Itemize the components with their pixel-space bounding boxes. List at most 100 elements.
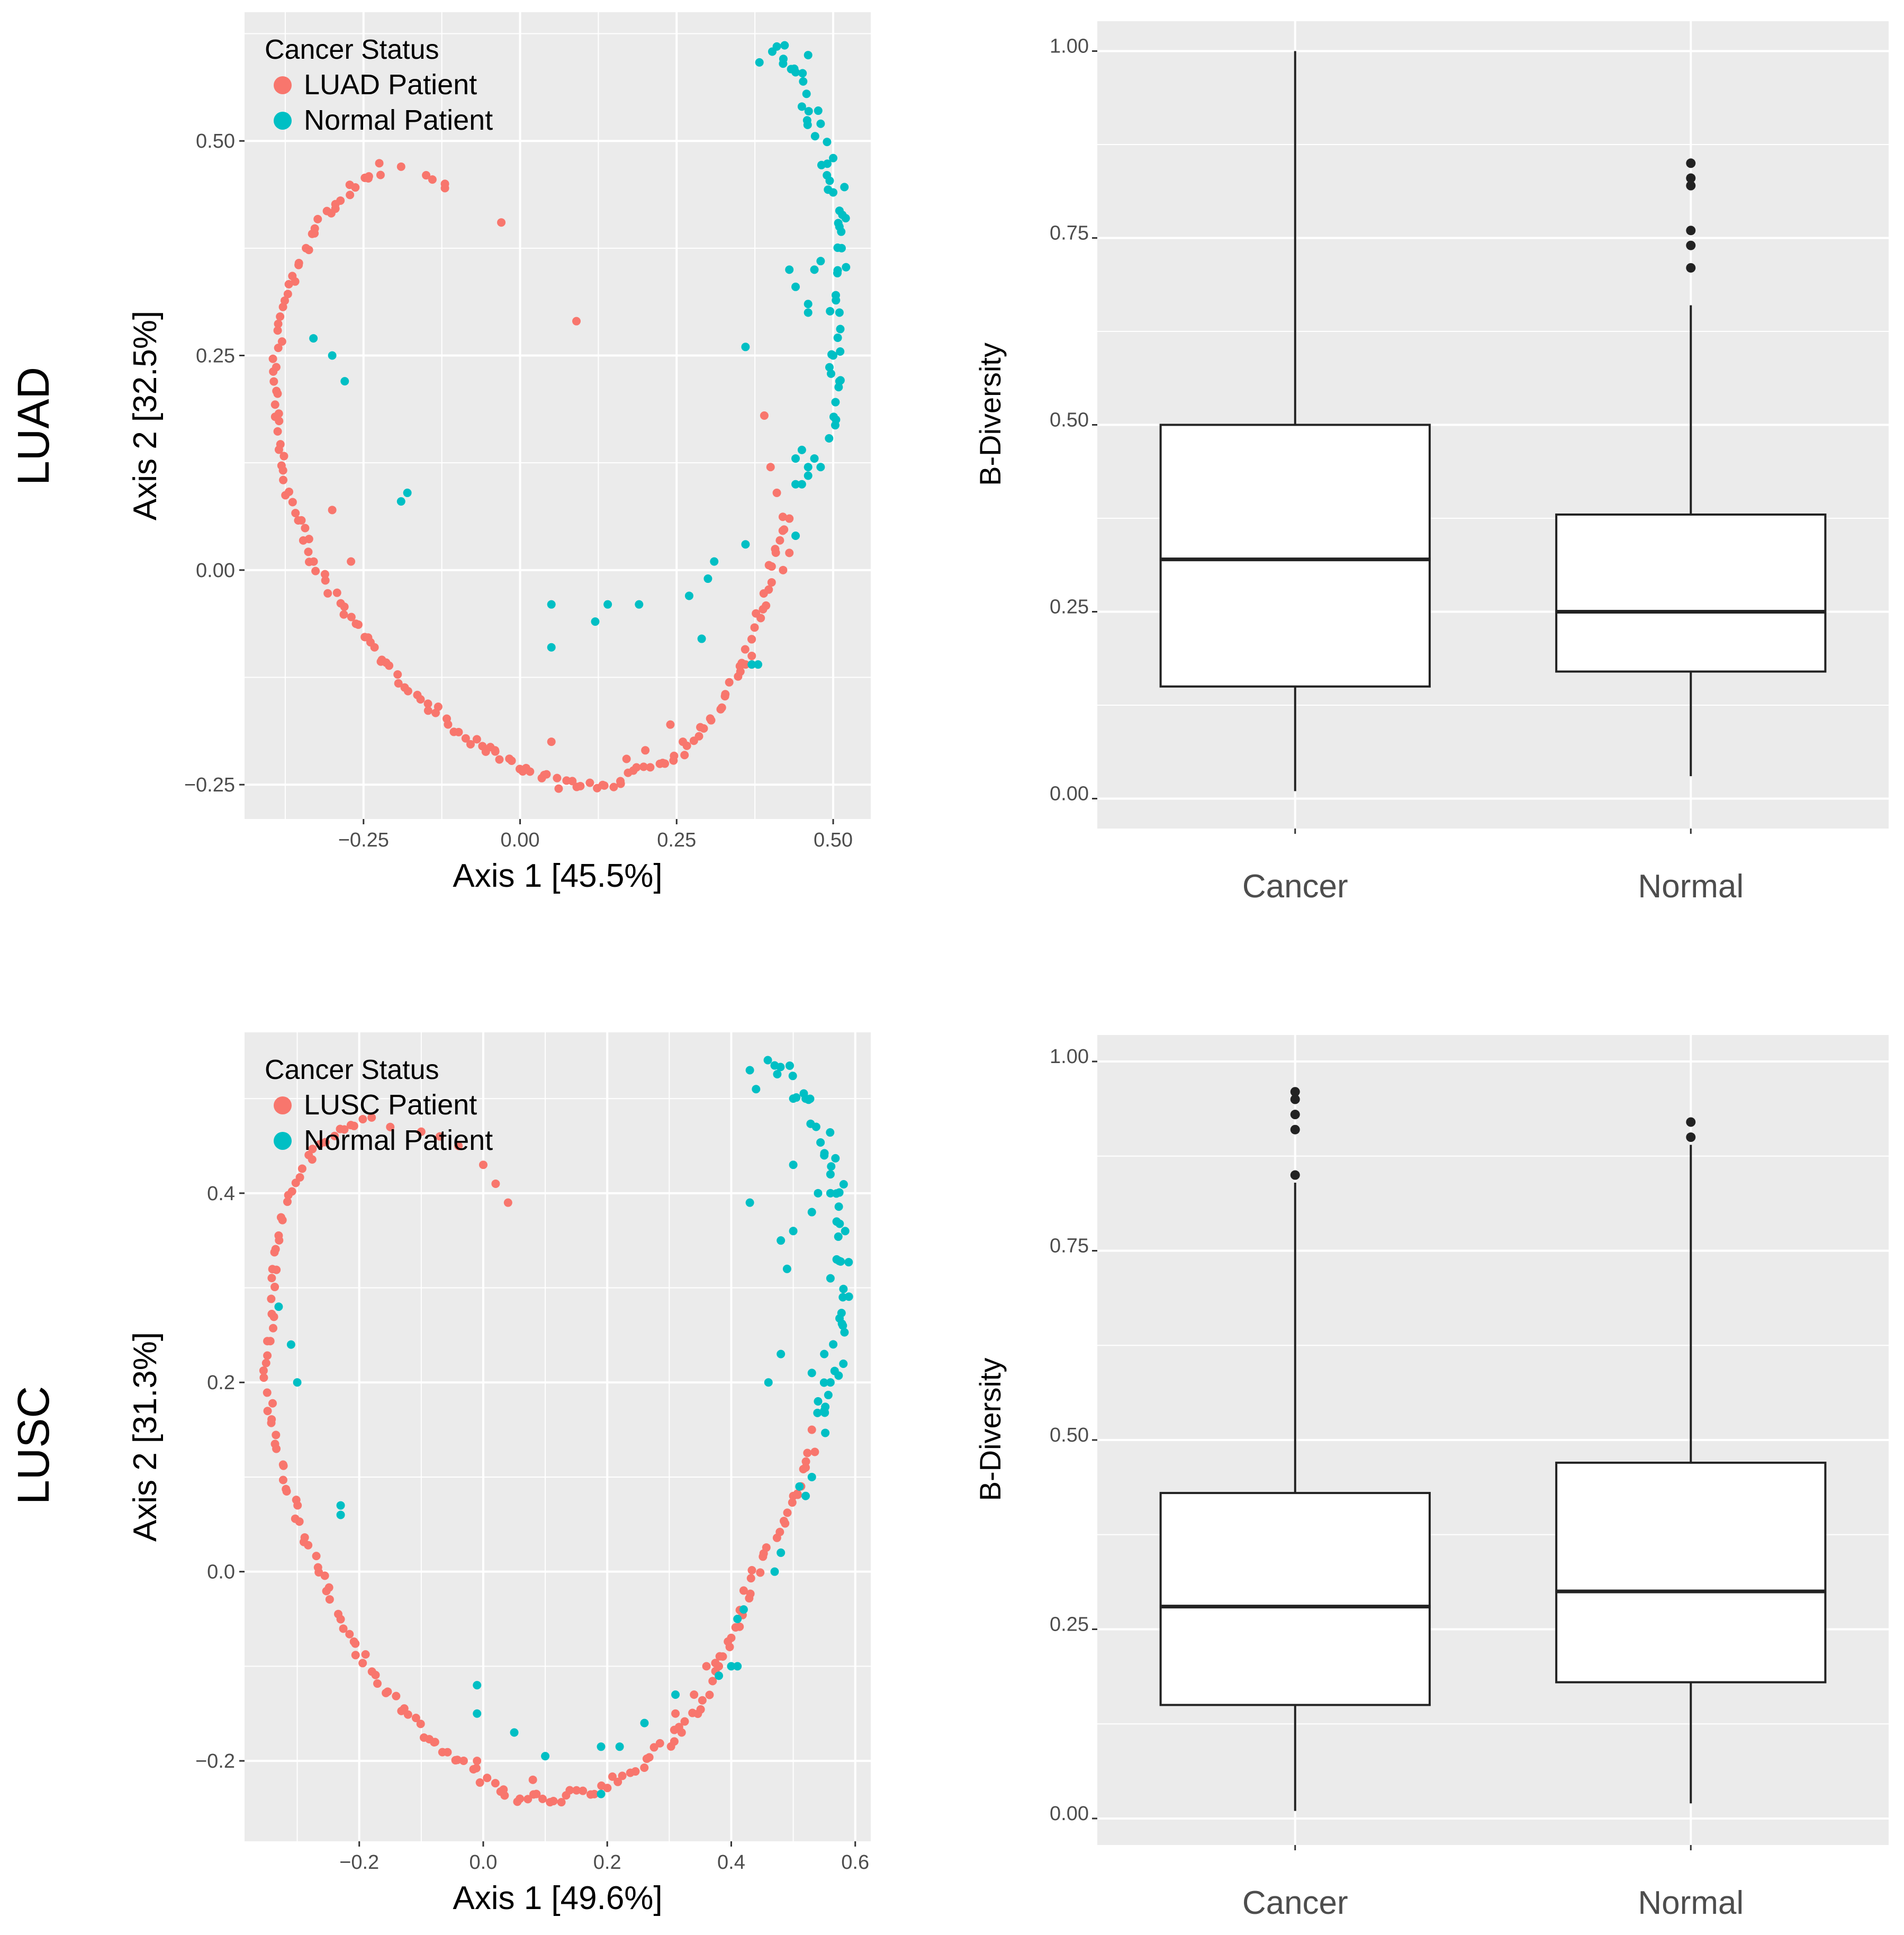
luad-pcoa-point — [797, 480, 806, 489]
luad-pcoa-point — [332, 588, 341, 597]
luad-pcoa-point — [277, 337, 286, 346]
lusc-pcoa-point — [336, 1501, 345, 1510]
luad-pcoa-point — [340, 377, 349, 386]
luad-pcoa-point — [278, 466, 287, 475]
luad-pcoa-point — [278, 302, 287, 311]
lusc-pcoa-point — [284, 1191, 293, 1200]
lusc-pcoa-point — [841, 1227, 850, 1236]
lusc-pcoa-point — [820, 1349, 829, 1358]
luad-pcoa-legend-key — [274, 76, 292, 94]
luad-pcoa-yaxis-title: Axis 2 [32.5%] — [127, 311, 164, 520]
luad-pcoa-point — [831, 421, 840, 430]
luad-pcoa-point — [542, 770, 551, 779]
luad-pcoa-point — [785, 548, 794, 557]
luad-pcoa-point — [269, 377, 278, 386]
lusc-pcoa-series-cancer — [259, 1113, 819, 1807]
luad-pcoa-point — [747, 635, 756, 644]
luad-pcoa-legend-label: LUAD Patient — [304, 69, 477, 101]
luad-pcoa-point — [791, 480, 800, 489]
lusc-pcoa-point — [282, 1487, 291, 1496]
luad-box-ytick-label: 0.75 — [1050, 222, 1089, 244]
lusc-pcoa-point — [813, 1408, 822, 1417]
luad-pcoa-point — [741, 343, 750, 352]
lusc-pcoa-point — [295, 1517, 304, 1526]
lusc-pcoa-point — [459, 1756, 468, 1765]
luad-pcoa-point — [816, 119, 825, 128]
luad-box-iqr-box — [1159, 424, 1431, 688]
lusc-pcoa-point — [827, 1162, 836, 1171]
lusc-pcoa-point — [770, 1567, 779, 1576]
lusc-pcoa-point — [839, 1180, 848, 1189]
lusc-pcoa-point — [267, 1294, 276, 1303]
luad-pcoa-point — [670, 751, 679, 760]
luad-pcoa-point — [403, 687, 412, 696]
luad-pcoa-ytick-label: 0.25 — [196, 345, 235, 367]
luad-pcoa-point — [703, 574, 712, 583]
luad-pcoa-ytick-label: 0.50 — [196, 130, 235, 152]
luad-pcoa-point — [779, 565, 788, 574]
lusc-box-outlier-point — [1290, 1094, 1300, 1104]
lusc-pcoa-point — [789, 1227, 798, 1236]
lusc-pcoa-point — [268, 1265, 277, 1274]
luad-pcoa-point — [360, 173, 369, 182]
luad-pcoa-point — [835, 222, 844, 231]
luad-pcoa-point — [816, 257, 825, 266]
lusc-pcoa-point — [671, 1690, 680, 1699]
luad-pcoa-point — [396, 497, 405, 506]
lusc-pcoa-xtick-label: 0.6 — [841, 1851, 869, 1874]
luad-pcoa-point — [836, 347, 845, 356]
lusc-pcoa-point — [417, 1127, 426, 1136]
luad-pcoa-point — [444, 720, 453, 729]
lusc-pcoa-point — [371, 1670, 380, 1679]
luad-pcoa-point — [810, 454, 819, 463]
lusc-pcoa-point — [655, 1739, 664, 1748]
lusc-pcoa-point — [278, 1475, 287, 1484]
luad-pcoa-point — [804, 107, 813, 116]
lusc-pcoa-point — [275, 1236, 284, 1245]
luad-pcoa-series-normal — [309, 41, 851, 669]
lusc-pcoa-point — [279, 1461, 288, 1470]
lusc-pcoa-point — [746, 1574, 755, 1583]
luad-pcoa-point — [747, 651, 756, 660]
lusc-pcoa-point — [603, 1784, 612, 1793]
lusc-pcoa-point — [789, 1160, 798, 1169]
lusc-pcoa-point — [345, 1630, 354, 1639]
luad-pcoa-point — [302, 244, 311, 253]
lusc-pcoa-point — [263, 1337, 272, 1346]
lusc-pcoa-ytick-label: 0.0 — [207, 1561, 235, 1583]
lusc-pcoa-point — [807, 1425, 816, 1434]
luad-pcoa-point — [376, 170, 385, 179]
lusc-pcoa-point — [718, 1652, 727, 1661]
luad-pcoa-point — [273, 326, 282, 335]
luad-pcoa-point — [666, 720, 675, 729]
luad-pcoa-point — [600, 781, 609, 790]
luad-pcoa-point — [304, 547, 313, 556]
luad-pcoa-point — [632, 763, 641, 772]
lusc-pcoa-point — [473, 1709, 482, 1718]
luad-pcoa-point — [281, 491, 290, 500]
luad-pcoa-point — [804, 463, 813, 472]
lusc-pcoa-point — [834, 1202, 843, 1211]
lusc-pcoa-point — [715, 1671, 724, 1680]
luad-pcoa-xtick-label: 0.50 — [814, 829, 853, 851]
lusc-pcoa-chart: −0.2 0.0 0.2 0.4 0.6 −0.2 0.0 0.2 0.4 Axis 1 [49.… — [127, 1032, 871, 1916]
lusc-pcoa-point — [386, 1122, 395, 1131]
lusc-pcoa-point — [733, 1615, 742, 1624]
lusc-pcoa-xtick-label: 0.0 — [470, 1851, 498, 1874]
luad-pcoa-point — [291, 509, 300, 518]
luad-pcoa-point — [340, 602, 349, 611]
lusc-pcoa-point — [785, 1061, 794, 1070]
luad-pcoa-point — [684, 591, 693, 600]
lusc-pcoa-point — [403, 1710, 412, 1719]
lusc-pcoa-point — [263, 1351, 272, 1360]
luad-pcoa-point — [280, 296, 289, 305]
luad-pcoa-point — [772, 42, 781, 51]
luad-pcoa-point — [466, 740, 475, 749]
lusc-pcoa-legend-key — [274, 1096, 292, 1114]
luad-pcoa-point — [274, 445, 283, 454]
lusc-pcoa-point — [763, 1056, 772, 1065]
lusc-pcoa-point — [811, 1122, 820, 1131]
row-label-luad: LUAD — [8, 367, 58, 485]
lusc-pcoa-point — [325, 1595, 334, 1604]
lusc-pcoa-point — [839, 1284, 848, 1293]
